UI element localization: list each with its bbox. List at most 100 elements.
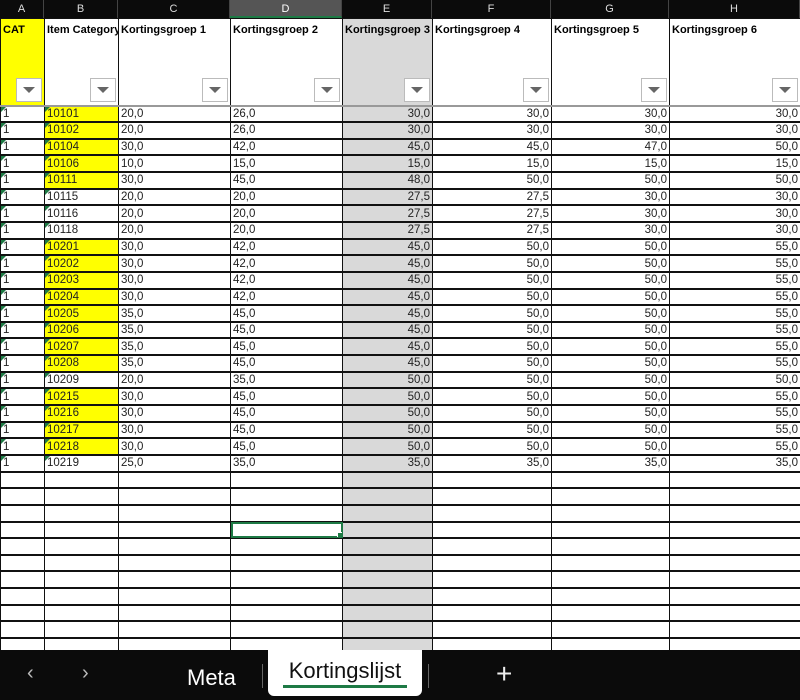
cell-c[interactable]: 35,0 <box>118 321 231 340</box>
empty-cell[interactable] <box>669 587 800 606</box>
cell-e[interactable]: 45,0 <box>342 337 433 357</box>
cell-b[interactable]: 10203 <box>44 271 119 290</box>
cell-e[interactable]: 50,0 <box>342 387 433 407</box>
cell-b[interactable]: 10102 <box>44 121 119 140</box>
cell-e[interactable]: 45,0 <box>342 271 433 290</box>
cell-f[interactable]: 15,0 <box>432 154 552 174</box>
empty-cell[interactable] <box>118 554 231 573</box>
column-header-a[interactable]: A <box>0 0 44 18</box>
header-cell[interactable]: Kortingsgroep 6 <box>669 18 800 107</box>
cell-h[interactable]: 55,0 <box>669 288 800 307</box>
empty-cell[interactable] <box>669 487 800 506</box>
cell-a[interactable]: 1 <box>0 254 45 273</box>
empty-cell[interactable] <box>551 521 670 540</box>
cell-a[interactable]: 1 <box>0 221 45 240</box>
cell-a[interactable]: 1 <box>0 371 45 390</box>
cell-c[interactable]: 20,0 <box>118 105 231 124</box>
empty-cell[interactable] <box>0 587 45 606</box>
cell-e[interactable]: 45,0 <box>342 138 433 157</box>
cell-b[interactable]: 10207 <box>44 337 119 357</box>
cell-h[interactable]: 55,0 <box>669 238 800 257</box>
empty-cell[interactable] <box>669 554 800 573</box>
cell-e[interactable]: 50,0 <box>342 404 433 423</box>
cell-d[interactable]: 45,0 <box>230 421 343 440</box>
cell-h[interactable]: 55,0 <box>669 321 800 340</box>
cell-h[interactable]: 15,0 <box>669 154 800 174</box>
cell-h[interactable]: 30,0 <box>669 221 800 240</box>
header-cell[interactable]: CAT <box>0 18 45 107</box>
cell-g[interactable]: 50,0 <box>551 288 670 307</box>
empty-cell[interactable] <box>432 521 552 540</box>
empty-cell[interactable] <box>551 637 670 650</box>
empty-cell[interactable] <box>342 587 433 606</box>
cell-g[interactable]: 50,0 <box>551 254 670 273</box>
empty-cell[interactable] <box>0 637 45 650</box>
cell-c[interactable]: 30,0 <box>118 238 231 257</box>
empty-cell[interactable] <box>432 487 552 506</box>
cell-e[interactable]: 50,0 <box>342 421 433 440</box>
cell-a[interactable]: 1 <box>0 121 45 140</box>
empty-cell[interactable] <box>669 570 800 590</box>
cell-d[interactable]: 35,0 <box>230 371 343 390</box>
cell-c[interactable]: 20,0 <box>118 188 231 207</box>
cell-a[interactable]: 1 <box>0 304 45 323</box>
cell-f[interactable]: 50,0 <box>432 421 552 440</box>
empty-cell[interactable] <box>432 637 552 650</box>
cell-c[interactable]: 30,0 <box>118 437 231 456</box>
cell-d[interactable]: 26,0 <box>230 121 343 140</box>
cell-h[interactable]: 55,0 <box>669 421 800 440</box>
empty-cell[interactable] <box>118 620 231 639</box>
empty-cell[interactable] <box>0 620 45 639</box>
cell-h[interactable]: 55,0 <box>669 354 800 373</box>
cell-g[interactable]: 30,0 <box>551 188 670 207</box>
cell-b[interactable]: 10116 <box>44 204 119 223</box>
empty-cell[interactable] <box>118 587 231 606</box>
active-cell[interactable] <box>230 521 343 540</box>
cell-e[interactable]: 45,0 <box>342 304 433 323</box>
cell-d[interactable]: 45,0 <box>230 387 343 407</box>
cell-e[interactable]: 45,0 <box>342 321 433 340</box>
cell-g[interactable]: 50,0 <box>551 371 670 390</box>
empty-cell[interactable] <box>44 604 119 623</box>
cell-a[interactable]: 1 <box>0 138 45 157</box>
cell-e[interactable]: 48,0 <box>342 171 433 190</box>
filter-dropdown-icon[interactable] <box>202 77 228 102</box>
cell-b[interactable]: 10202 <box>44 254 119 273</box>
empty-cell[interactable] <box>0 487 45 506</box>
empty-cell[interactable] <box>551 537 670 556</box>
empty-cell[interactable] <box>230 620 343 639</box>
cell-c[interactable]: 20,0 <box>118 371 231 390</box>
empty-cell[interactable] <box>551 487 670 506</box>
cell-f[interactable]: 27,5 <box>432 221 552 240</box>
filter-dropdown-icon[interactable] <box>90 77 116 102</box>
cell-d[interactable]: 45,0 <box>230 404 343 423</box>
cell-d[interactable]: 26,0 <box>230 105 343 124</box>
header-cell[interactable]: Kortingsgroep 1 <box>118 18 231 107</box>
cell-h[interactable]: 55,0 <box>669 387 800 407</box>
cell-c[interactable]: 10,0 <box>118 154 231 174</box>
cell-c[interactable]: 20,0 <box>118 204 231 223</box>
cell-d[interactable]: 42,0 <box>230 271 343 290</box>
column-header-d[interactable]: D <box>230 0 342 18</box>
empty-cell[interactable] <box>44 554 119 573</box>
empty-cell[interactable] <box>44 587 119 606</box>
cell-a[interactable]: 1 <box>0 271 45 290</box>
empty-cell[interactable] <box>669 537 800 556</box>
cell-f[interactable]: 50,0 <box>432 254 552 273</box>
empty-cell[interactable] <box>669 471 800 490</box>
cell-b[interactable]: 10118 <box>44 221 119 240</box>
cell-a[interactable]: 1 <box>0 171 45 190</box>
cell-d[interactable]: 42,0 <box>230 238 343 257</box>
cell-h[interactable]: 55,0 <box>669 437 800 456</box>
empty-cell[interactable] <box>342 537 433 556</box>
empty-cell[interactable] <box>118 570 231 590</box>
empty-cell[interactable] <box>669 521 800 540</box>
column-header-c[interactable]: C <box>118 0 230 18</box>
empty-cell[interactable] <box>44 637 119 650</box>
cell-g[interactable]: 50,0 <box>551 238 670 257</box>
cell-f[interactable]: 50,0 <box>432 288 552 307</box>
empty-cell[interactable] <box>432 587 552 606</box>
cell-g[interactable]: 15,0 <box>551 154 670 174</box>
empty-cell[interactable] <box>0 504 45 523</box>
empty-cell[interactable] <box>432 504 552 523</box>
